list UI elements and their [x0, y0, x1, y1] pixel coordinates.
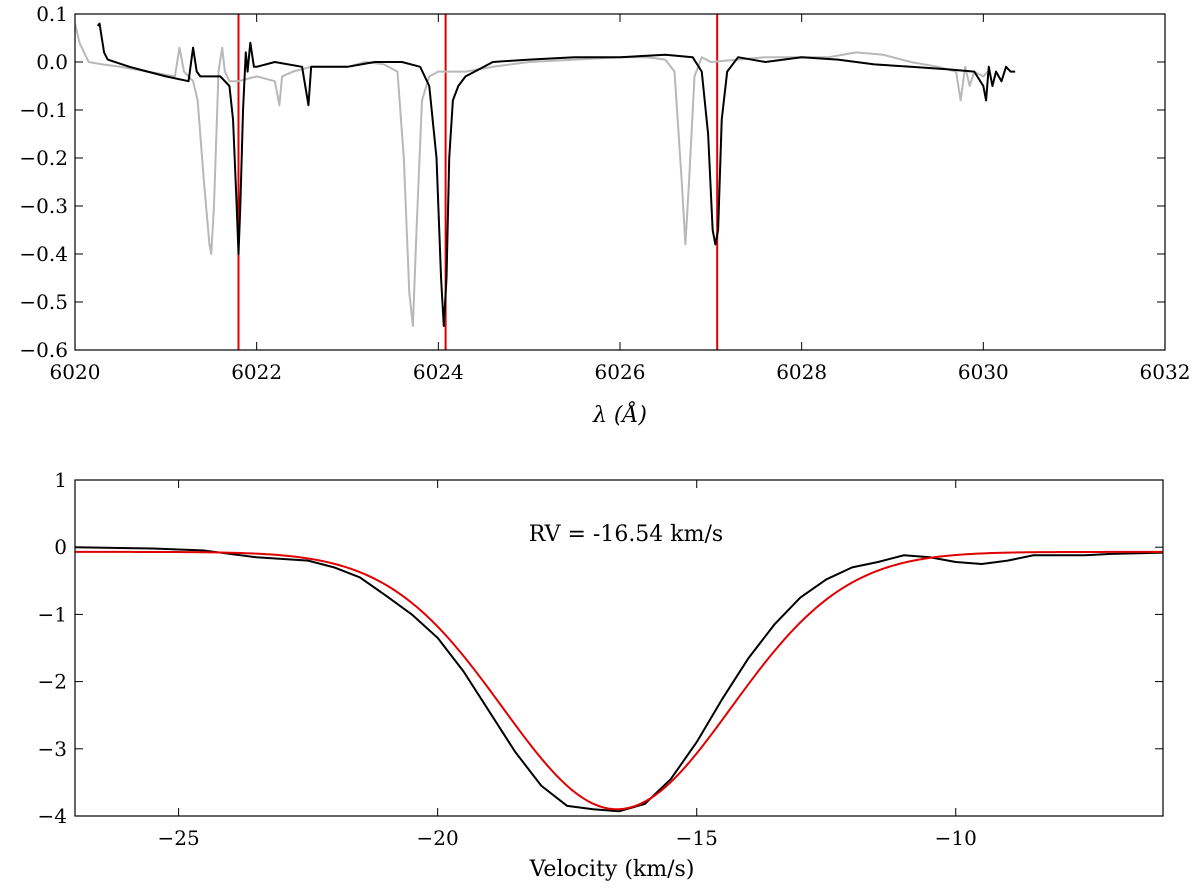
velocity-x-tick-label: −10: [935, 826, 977, 850]
spectrum-x-tick-label: 6020: [50, 360, 101, 384]
velocity-y-tick-label: 0: [54, 535, 67, 559]
velocity-panel: −25 −20 −15 −10 10−1−2−3−4 Velocity (km/s) …: [38, 468, 1164, 882]
spectrum-y-tick-label: −0.2: [19, 146, 68, 170]
cross-correlation-line: [75, 546, 1163, 813]
spectrum-x-tick-label: 6032: [1140, 360, 1191, 384]
velocity-x-axis-label: Velocity (km/s): [529, 857, 695, 882]
shifted-spectrum-line: [96, 22, 1016, 327]
spectrum-y-tick-label: 0.0: [36, 50, 68, 74]
velocity-y-tick-label: −2: [38, 670, 67, 694]
velocity-x-tick-label: −15: [676, 826, 718, 850]
original-spectrum-line: [75, 23, 989, 327]
velocity-y-tick-label: −1: [38, 602, 67, 626]
velocity-plot-frame: [74, 479, 1164, 817]
spectrum-y-tick-label: −0.6: [19, 338, 68, 362]
spectrum-y-tick-label: −0.3: [19, 194, 68, 218]
spectrum-x-tick-label: 6024: [413, 360, 464, 384]
rv-annotation: RV = -16.54 km/s: [529, 522, 723, 547]
spectrum-y-tick-label: −0.1: [19, 98, 68, 122]
spectrum-x-tick-label: 6028: [776, 360, 827, 384]
spectrum-y-tick-label: −0.4: [19, 242, 68, 266]
spectrum-x-tick-label: 6022: [231, 360, 282, 384]
spectrum-x-axis-label: λ (Å): [592, 400, 647, 428]
spectrum-y-tick-label: 0.1: [36, 2, 68, 26]
spectrum-x-tick-label: 6026: [595, 360, 646, 384]
spectrum-panel: 6020 6022 6024 6026 6028 6030 6032 0.1 0.0 −0.1 −…: [19, 2, 1190, 428]
spectrum-y-tick-label: −0.5: [19, 290, 68, 314]
velocity-x-tick-label: −20: [417, 826, 459, 850]
spectrum-x-tick-label: 6030: [958, 360, 1009, 384]
velocity-y-tick-label: −4: [38, 804, 67, 828]
velocity-y-tick-label: 1: [54, 468, 67, 492]
velocity-y-tick-label: −3: [38, 737, 67, 761]
gaussian-fit-line: [75, 550, 1163, 811]
velocity-x-tick-label: −25: [158, 826, 200, 850]
